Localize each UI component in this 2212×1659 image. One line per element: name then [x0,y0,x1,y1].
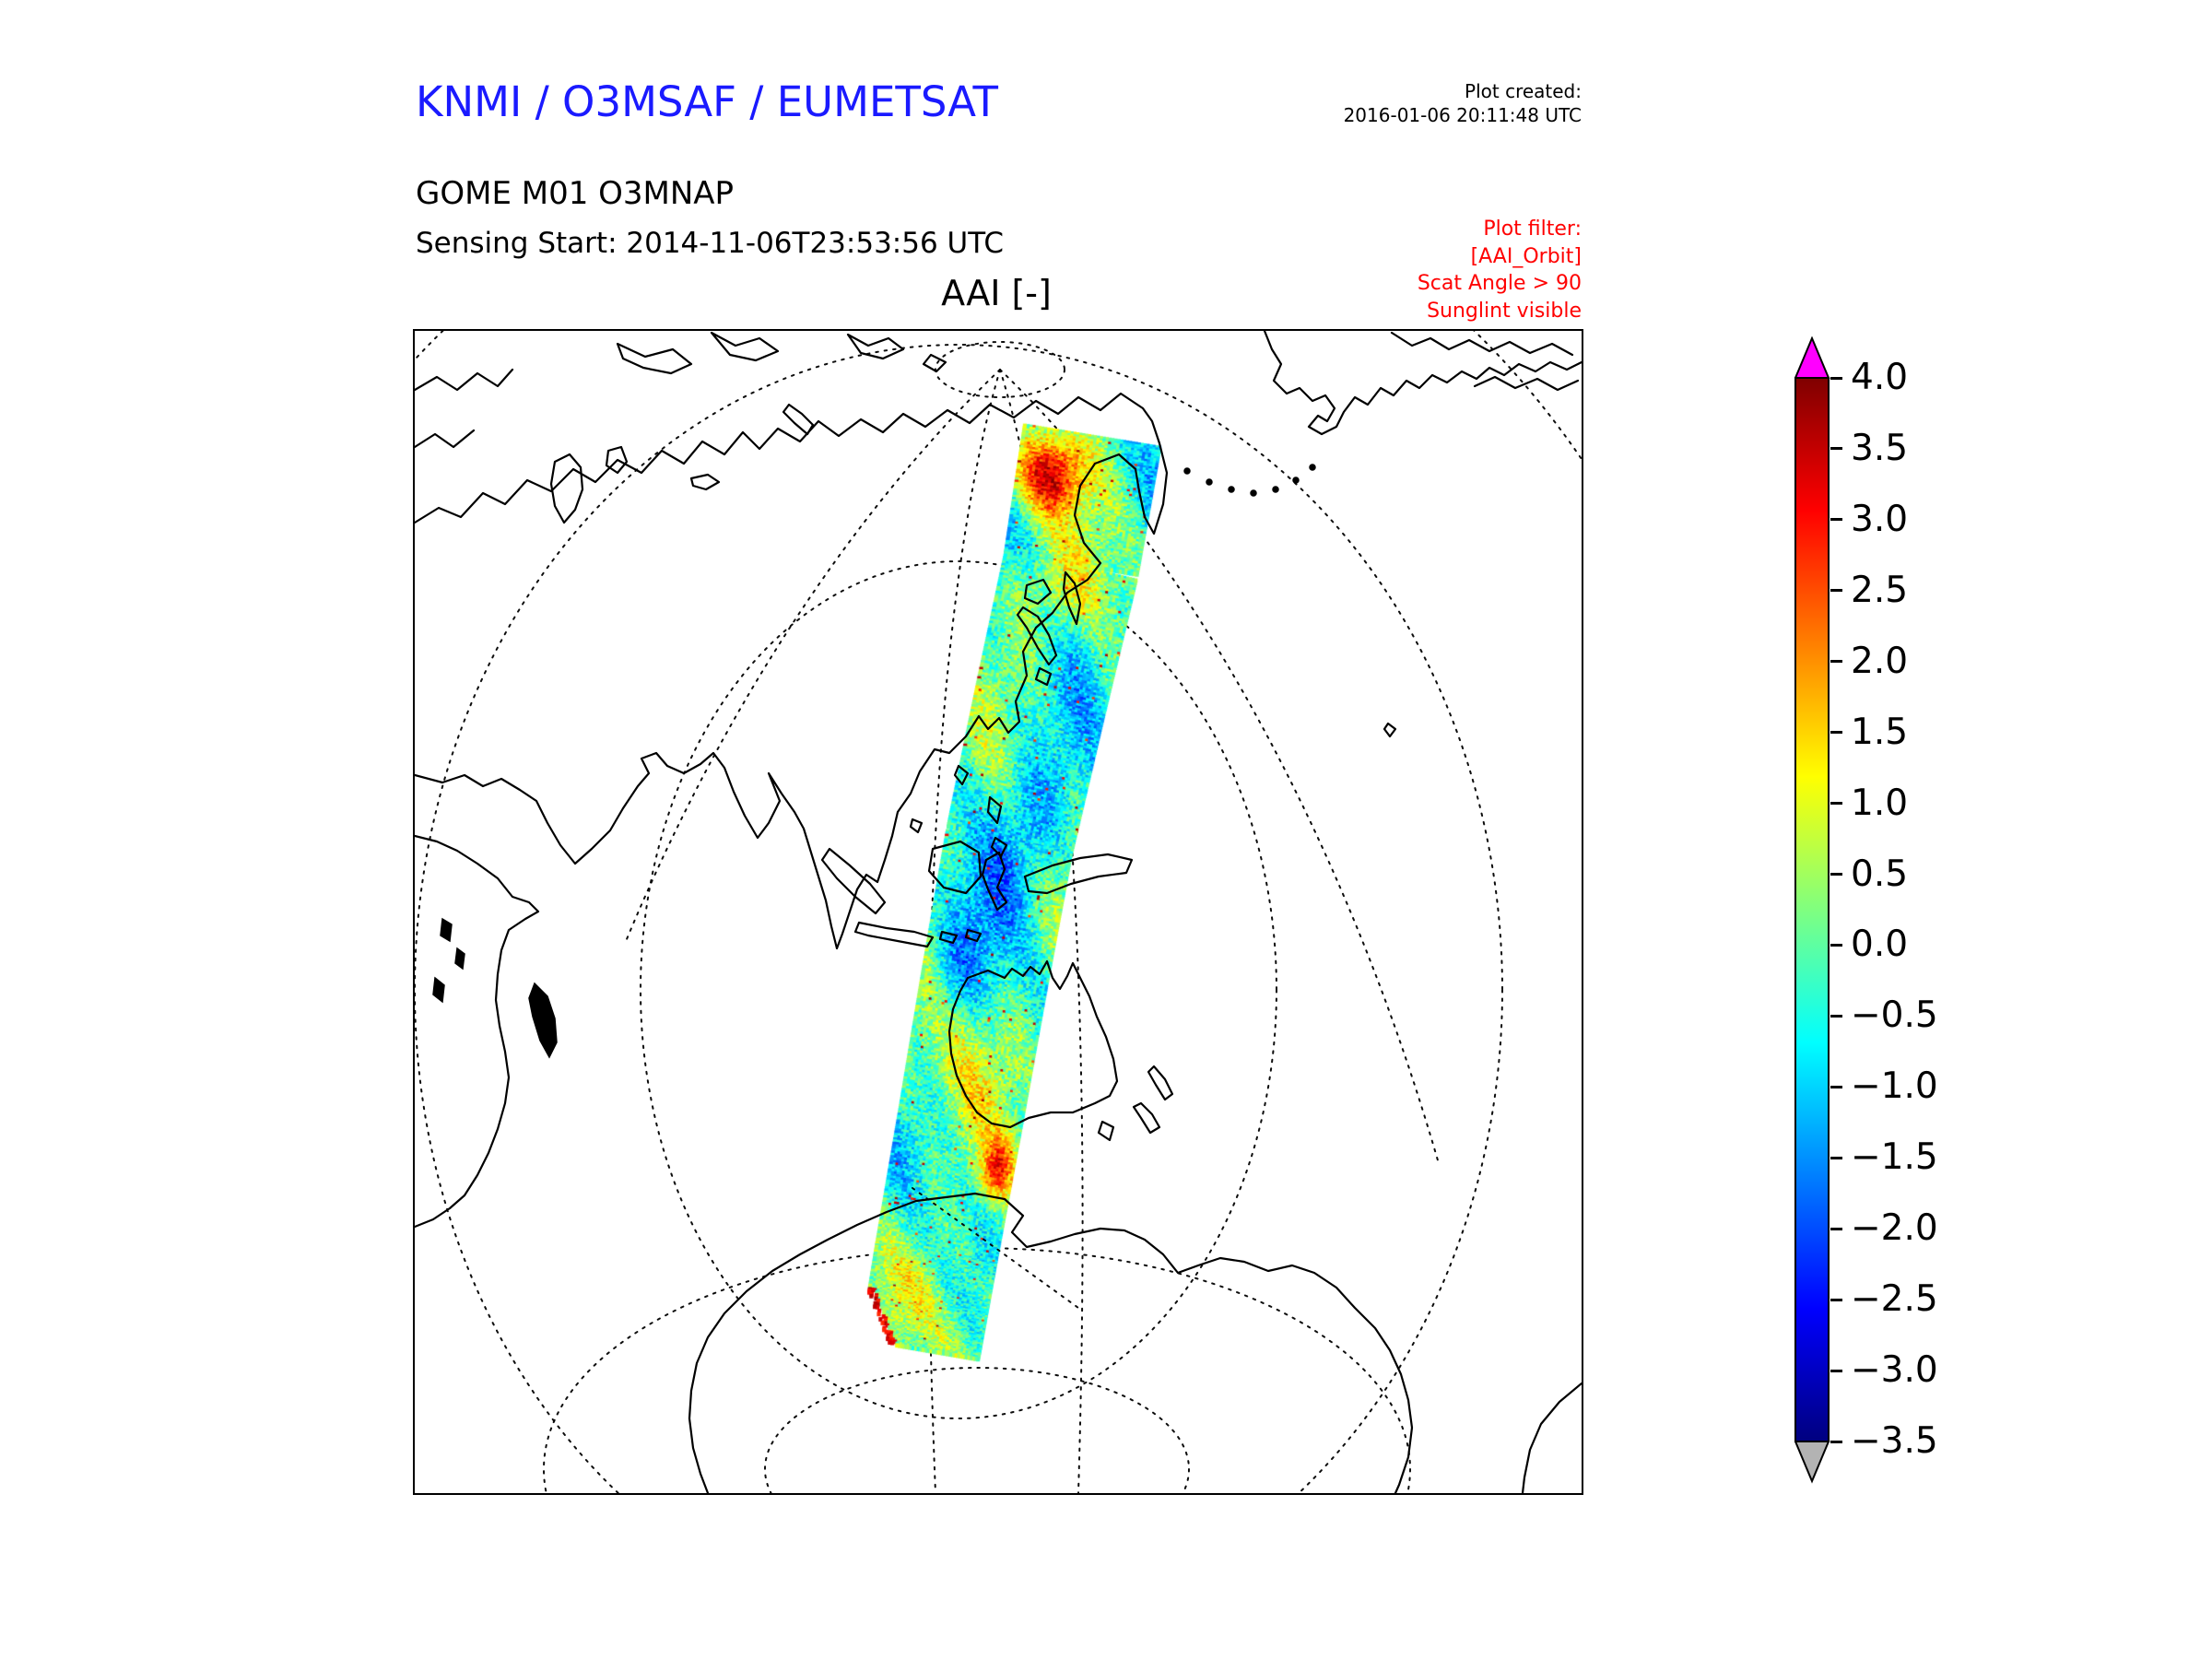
colorbar [1794,336,1830,1484]
pacific-islet [1382,722,1397,738]
aleutian-islands [1183,464,1316,497]
japan-coastline [1034,666,1053,687]
sumatra-coastline [820,847,887,915]
antarctica-coastline [688,1192,1414,1493]
plot-filter-line: Plot filter: [1483,218,1582,241]
new-zealand-coastline [1147,1065,1174,1101]
colorbar-tick-label: −3.0 [1851,1349,1938,1392]
plot-filter-line: [AAI_Orbit] [1470,244,1582,268]
philippines-coastline [986,795,1003,825]
plot-created-time: 2016-01-06 20:11:48 UTC [1343,104,1582,127]
new-zealand-coastline [1132,1101,1161,1135]
map-frame [413,329,1583,1495]
lesser-sunda-coastline [964,928,982,943]
colorbar-tick-mark [1830,660,1842,664]
colorbar-tick-label: 0.5 [1851,853,1909,895]
canadian-archipelago-coastline [1390,331,1574,357]
graticule-over-swath [912,1187,1079,1309]
colorbar-tick-mark [1830,873,1842,877]
colorbar-tick-label: 1.5 [1851,711,1909,753]
map-title: AAI [-] [941,273,1052,313]
african-lake [440,917,453,943]
colorbar-tick-mark [1830,518,1842,522]
borneo-coastline [927,840,982,895]
arctic-island [922,353,947,373]
plot-filter-line: Scat Angle > 90 [1417,272,1582,296]
colorbar-gradient [1794,377,1830,1442]
hainan-coastline [909,818,924,834]
sensing-start: Sensing Start: 2014-11-06T23:53:56 UTC [416,227,1004,260]
colorbar-over-triangle [1794,336,1830,379]
australia-coastline [947,959,1119,1129]
colorbar-tick-label: −0.5 [1851,994,1938,1037]
scandinavia-coast-fragment [415,368,514,392]
colorbar-tick-label: −1.5 [1851,1136,1938,1179]
canadian-archipelago-coastline [1473,375,1580,392]
colorbar-tick-mark [1830,447,1842,451]
scandinavia-coast-fragment [415,429,476,449]
colorbar-tick-mark [1830,1085,1842,1088]
africa-coastline [415,834,540,1229]
colorbar-tick-label: 3.5 [1851,427,1909,469]
colorbar-tick-mark [1830,731,1842,735]
colorbar-tick-mark [1830,1156,1842,1159]
colorbar-tick-mark [1830,1440,1842,1443]
colorbar-tick-mark [1830,1298,1842,1301]
south-america-coastline [1521,1382,1582,1493]
african-lake [454,947,465,971]
plot-filter-line: Sunglint visible [1427,300,1582,324]
sulawesi-coastline [981,851,1008,912]
aai-swath-heatmap [415,331,1582,1493]
coastline-layer [415,331,1582,1493]
plot-created-block: Plot created: 2016-01-06 20:11:48 UTC [1344,79,1582,128]
colorbar-tick-label: 3.0 [1851,498,1909,540]
lesser-sunda-coastline [938,930,959,945]
arctic-island [616,342,693,375]
arctic-island [710,331,780,362]
colorbar-tick-mark [1830,1369,1842,1372]
product-name: GOME M01 O3MNAP [416,175,735,212]
colorbar-tick-label: −3.5 [1851,1420,1938,1462]
plot-filter-block: Plot filter: [AAI_Orbit] Scat Angle > 90… [1418,216,1582,325]
colorbar-tick-mark [1830,943,1842,947]
colorbar-tick-label: −2.5 [1851,1278,1938,1321]
figure-title: KNMI / O3MSAF / EUMETSAT [416,77,999,126]
african-lake [432,976,445,1004]
colorbar-tick-mark [1830,1227,1842,1230]
plot-created-label: Plot created: [1465,80,1582,102]
eurasia-coastline [415,392,1169,950]
aral-sea-outline [605,445,629,475]
north-america-coastline [1263,331,1582,436]
japan-coastline [1016,606,1058,666]
japan-coastline [1023,578,1053,606]
colorbar-tick-mark [1830,589,1842,593]
colorbar-tick-label: 1.0 [1851,782,1909,824]
colorbar-tick-label: 2.5 [1851,569,1909,611]
colorbar-tick-mark [1830,1014,1842,1018]
sakhalin-coastline [1062,571,1082,626]
colorbar-tick-label: 2.0 [1851,640,1909,682]
lake-baikal-outline [782,403,815,436]
tasmania-coastline [1097,1120,1115,1142]
colorbar-tick-mark [1830,376,1842,380]
colorbar-tick-mark [1830,802,1842,806]
java-coastline [853,921,935,948]
colorbar-tick-label: −1.0 [1851,1065,1938,1108]
madagascar-island [528,982,558,1059]
taiwan-coastline [953,764,970,786]
colorbar-under-triangle [1794,1441,1830,1484]
colorbar-tick-label: 4.0 [1851,357,1909,398]
lake-balkhash-outline [689,473,721,491]
caspian-sea-outline [549,453,584,524]
arctic-island [846,333,905,360]
colorbar-tick-label: −2.0 [1851,1207,1938,1250]
colorbar-tick-label: 0.0 [1851,924,1909,966]
new-guinea-coastline [1023,853,1134,895]
